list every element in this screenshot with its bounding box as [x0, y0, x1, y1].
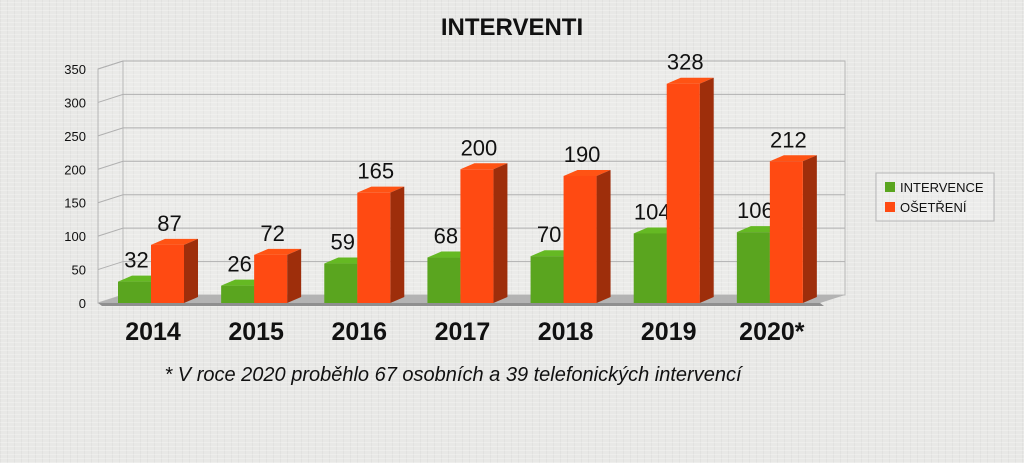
gridline: [97, 127, 845, 137]
data-label-intervence: 106: [737, 198, 774, 223]
data-label-intervence: 59: [331, 230, 355, 255]
y-tick-label: 0: [79, 296, 86, 311]
y-tick-label: 350: [64, 62, 86, 77]
x-tick-label: 2014: [125, 318, 181, 346]
bar-side-osetreni: [699, 77, 714, 303]
x-tick-label: 2019: [641, 318, 697, 346]
bar-osetreni-2020*: [769, 161, 803, 303]
bar-side-osetreni: [184, 238, 198, 303]
data-label-osetreni: 87: [157, 211, 181, 236]
data-label-osetreni: 200: [461, 135, 498, 160]
y-tick-label: 50: [72, 263, 86, 278]
x-tick-label: 2018: [538, 318, 594, 346]
x-tick-label: 2016: [331, 318, 387, 346]
y-tick-label: 100: [64, 229, 86, 244]
side-wall: [97, 60, 124, 304]
legend-label-osetreni: OŠETŘENÍ: [900, 200, 967, 215]
footnote: * V roce 2020 proběhlo 67 osobních a 39 …: [164, 364, 743, 386]
data-label-osetreni: 328: [667, 50, 704, 75]
bar-intervence-2020*: [736, 232, 770, 303]
bar-osetreni-2014: [151, 244, 184, 303]
legend-label-intervence: INTERVENCE: [900, 180, 984, 195]
bar-top-osetreni: [151, 238, 198, 245]
bar-top-osetreni: [254, 248, 302, 255]
data-label-osetreni: 72: [260, 221, 284, 246]
legend-swatch-intervence: [885, 182, 895, 192]
x-tick-label: 2015: [228, 318, 284, 346]
bar-intervence-2017: [427, 257, 461, 303]
legend: INTERVENCE OŠETŘENÍ: [875, 172, 995, 222]
bar-side-osetreni: [596, 169, 611, 303]
bar-top-osetreni: [357, 186, 405, 193]
chart-title: INTERVENTI: [441, 14, 583, 41]
gridline: [97, 93, 845, 103]
legend-box: [875, 172, 995, 222]
bar-osetreni-2015: [254, 254, 288, 303]
data-label-intervence: 70: [537, 222, 561, 247]
y-tick-label: 200: [64, 162, 86, 177]
bar-intervence-2019: [633, 233, 667, 303]
data-label-intervence: 104: [634, 199, 671, 224]
data-label-intervence: 68: [434, 224, 458, 249]
bar-side-osetreni: [802, 155, 817, 303]
x-tick-label: 2017: [435, 318, 491, 346]
bar-intervence-2018: [530, 256, 564, 303]
bar-intervence-2015: [221, 285, 255, 303]
bar-intervence-2016: [324, 263, 358, 303]
bar-osetreni-2017: [460, 169, 494, 303]
gridline: [97, 60, 845, 70]
bar-top-osetreni: [769, 155, 817, 162]
data-label-osetreni: 190: [564, 142, 601, 167]
y-tick-label: 300: [64, 95, 86, 110]
bar-osetreni-2018: [563, 175, 597, 303]
legend-swatch-osetreni: [885, 202, 895, 212]
bar-top-osetreni: [563, 169, 611, 176]
floor-edge: [98, 303, 824, 306]
data-label-osetreni: 212: [770, 127, 807, 152]
plot-area: 0 50 100 150 200 250 300 350 32 87 2014 26 72 2015 59 1…: [64, 50, 846, 346]
bar-osetreni-2019: [666, 83, 700, 303]
bar-side-osetreni: [390, 186, 405, 303]
data-label-osetreni: 165: [357, 159, 394, 184]
gridline: [97, 160, 845, 170]
bar-side-osetreni: [493, 163, 508, 303]
bar-top-osetreni: [460, 163, 508, 170]
bar-intervence-2014: [118, 281, 151, 303]
bar-osetreni-2016: [357, 192, 391, 303]
bar-top-osetreni: [666, 77, 714, 84]
y-tick-label: 250: [64, 129, 86, 144]
bar-side-osetreni: [287, 248, 302, 303]
data-label-intervence: 26: [227, 252, 251, 277]
y-tick-label: 150: [64, 196, 86, 211]
x-tick-label: 2020*: [739, 318, 805, 346]
data-label-intervence: 32: [124, 248, 148, 273]
